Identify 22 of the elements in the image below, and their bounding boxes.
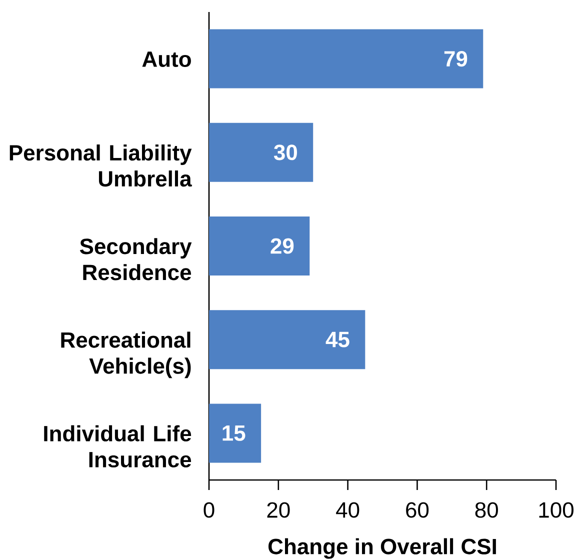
x-tick-label: 60: [406, 502, 429, 518]
data-label: 30: [274, 144, 297, 160]
x-tick-label: 40: [336, 502, 360, 518]
x-tick-label: 100: [539, 502, 574, 518]
x-tick-label: 80: [475, 502, 498, 518]
data-label: 15: [222, 426, 246, 441]
x-tick-label: 0: [204, 502, 214, 518]
y-tick-label: Personal Liability Umbrella: [10, 144, 192, 187]
y-tick-label: Secondary Residence: [80, 238, 192, 280]
data-label: 45: [326, 332, 350, 348]
x-tick-label: 20: [267, 502, 290, 518]
y-tick-label: Auto: [142, 52, 191, 68]
data-label: 29: [270, 238, 294, 254]
y-tick-label: Recreational Vehicle(s): [61, 332, 191, 378]
bar: [209, 29, 484, 88]
bar: [209, 122, 314, 182]
x-axis-title: Change in Overall CSI: [268, 538, 496, 559]
y-tick-label: Individual Life Insurance: [44, 425, 192, 468]
data-label: 79: [444, 51, 468, 67]
bar: [209, 404, 262, 463]
bar: [209, 216, 310, 276]
bar: [209, 310, 366, 370]
